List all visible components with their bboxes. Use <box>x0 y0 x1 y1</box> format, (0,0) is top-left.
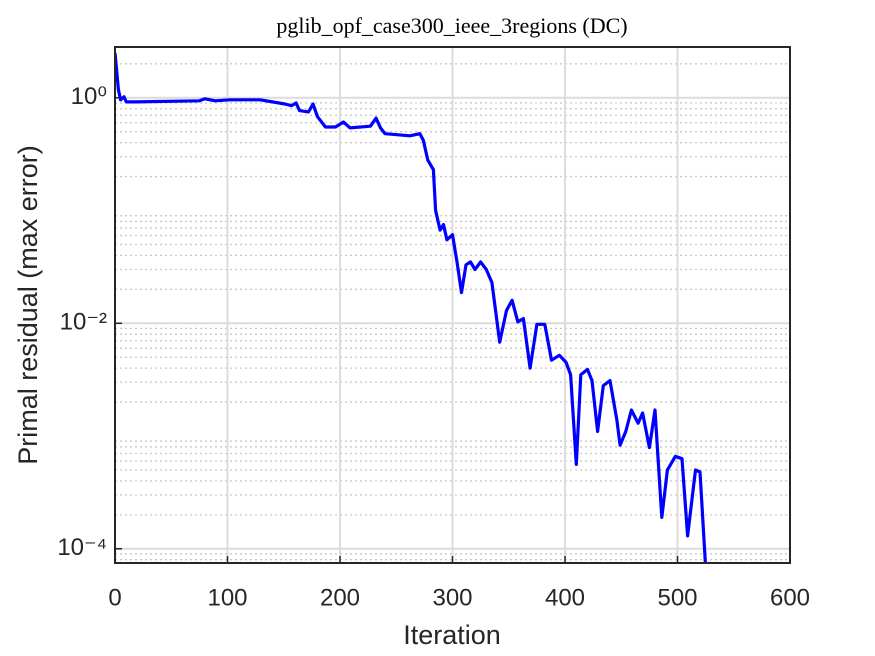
x-tick-label: 300 <box>432 584 472 611</box>
x-tick-label: 0 <box>108 584 121 611</box>
x-tick-label: 500 <box>657 584 697 611</box>
x-tick-label: 200 <box>320 584 360 611</box>
x-tick-label: 100 <box>207 584 247 611</box>
x-tick-label: 400 <box>545 584 585 611</box>
x-axis-label: Iteration <box>403 620 501 650</box>
plot-clip <box>115 52 707 563</box>
chart-title: pglib_opf_case300_ieee_3regions (DC) <box>276 13 627 38</box>
axes-box <box>114 46 791 564</box>
y-axis-label: Primal residual (max error) <box>13 145 43 465</box>
x-tick-label: 600 <box>770 584 810 611</box>
y-tick-label: 10⁰ <box>71 83 107 110</box>
y-tick-label: 10⁻² <box>60 309 107 336</box>
data-line <box>115 52 707 563</box>
y-tick-label: 10⁻⁴ <box>57 534 107 561</box>
